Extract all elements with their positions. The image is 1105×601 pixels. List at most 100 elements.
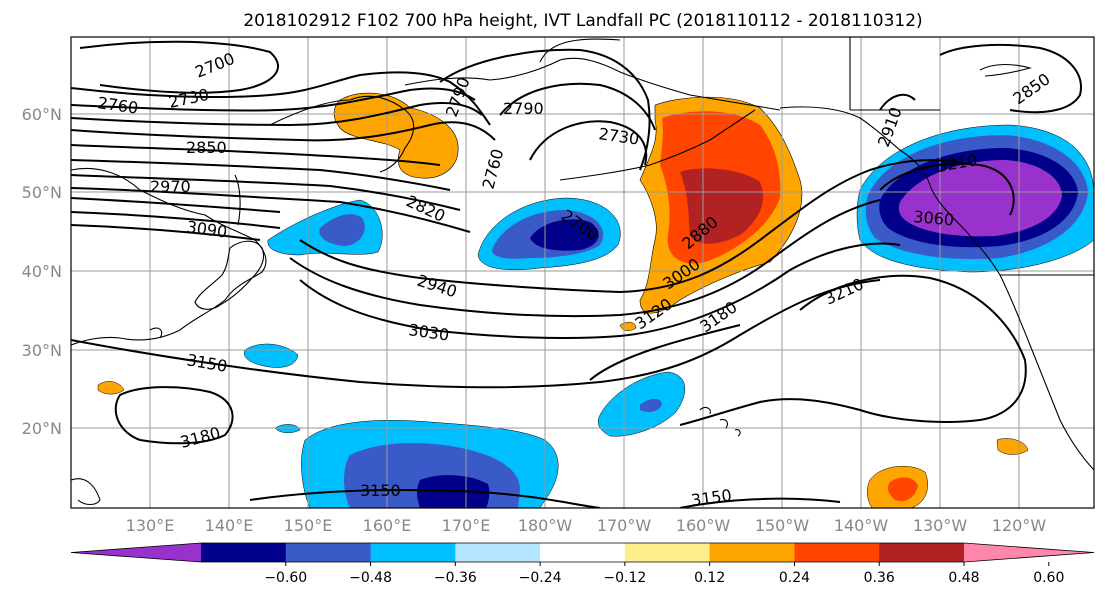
lat-label: 40°N [22,262,62,281]
contour-2820 [71,121,496,142]
anomaly-shading [97,92,1094,508]
lon-label: 130°E [126,516,175,535]
colorbar-swatch [201,543,287,562]
contour-3150-se [679,497,841,508]
contour-2910 [71,174,461,211]
contour-2850-ne [939,43,1082,114]
lat-labels: 60°N 50°N 40°N 30°N 20°N [22,105,62,438]
lon-label: 150°E [284,516,333,535]
shade-lightblue-small [274,424,301,433]
colorbar-tick-label: −0.48 [349,570,392,586]
colorbar-tick-label: −0.36 [434,570,477,586]
contour-2940-long [299,159,961,294]
height-contours [71,40,1082,508]
coast-na-west [779,106,1094,471]
map-panel: 2700 2730 2760 2850 2970 3090 2790 2790 … [70,36,1095,509]
colorbar-swatch [370,543,456,562]
shade-red-sub [887,477,918,502]
contour-label: 2850 [186,138,227,157]
coast-bering-north [404,57,781,111]
contour-3030-long [299,242,901,339]
coast-hudson [979,63,1033,77]
lat-label: 50°N [22,183,62,202]
coastlines [71,37,1094,506]
coast-aleutians [559,109,756,181]
contour-3210 [679,274,1027,426]
contour-2760 [71,87,476,112]
contour-2910-ne [879,93,916,111]
lon-label: 140°W [834,516,889,535]
colorbar-swatch [285,543,372,562]
colorbar-swatch [879,543,965,562]
shade-blue-japan [319,214,365,246]
lon-label: 140°E [205,516,254,535]
lon-label: 160°W [676,516,731,535]
coast-japan [194,240,265,310]
lat-label: 60°N [22,105,62,124]
border-alaska [849,37,940,111]
contour-label: 2970 [150,177,191,196]
colorbar-extend-high [964,543,1094,562]
lon-label: 160°E [363,516,412,535]
contour-3000-long [289,199,881,318]
contour-3180-east [589,324,741,381]
map-frame [70,36,1095,509]
figure-title: 2018102912 F102 700 hPa height, IVT Land… [243,11,922,31]
contour-2940 [71,187,471,233]
coast-arctic [539,38,621,63]
coast-hawaii [699,406,741,437]
coast-taiwan [149,327,163,339]
map-background [71,37,1094,508]
contour-label: 2790 [503,99,544,118]
gridlines [71,37,1094,508]
colorbar-outline [70,542,1095,563]
colorbar-tick-label: −0.60 [264,570,307,586]
shade-orange-small-e [996,438,1029,455]
colorbar-tick-label: 0.24 [779,570,810,586]
contour-2970 [71,197,281,213]
contour-2880 [71,159,451,191]
contour-3150-long [71,279,881,389]
lon-label: 150°W [755,516,810,535]
colorbar-tick-label: 0.60 [1033,570,1064,586]
colorbar-swatch [624,543,711,562]
lon-label: 130°W [913,516,968,535]
coast-asia-mainland [71,167,267,346]
contour-2760-trough [499,82,656,131]
shade-blue-sub [640,398,662,412]
lon-label: 170°W [597,516,652,535]
contour-label: 3150 [360,481,401,500]
coast-philippines [71,478,101,506]
lon-labels: 130°E 140°E 150°E 160°E 170°E 180°W 170°… [126,516,1047,535]
contour-2790-trough [439,48,651,171]
contour-3060-ne [879,162,1015,216]
colorbar-swatch [455,543,541,562]
colorbar-swatch [540,543,626,562]
colorbar-tick-label: −0.12 [603,570,646,586]
contour-label: 3060 [913,207,955,229]
shade-darkblue-center [530,219,599,251]
contour-label: 3150 [690,485,733,509]
contour-3180-west [114,386,234,445]
contour-2790 [71,102,483,127]
contour-3000 [71,211,281,229]
contour-2700 [79,40,280,94]
contour-3060 [71,224,261,241]
colorbar-tick-label: 0.12 [694,570,725,586]
contour-2730 [71,71,491,126]
colorbar: −0.60 −0.48 −0.36 −0.24 −0.12 0.12 0.24 0.36 0.4… [70,542,1095,586]
contour-2730-trough [529,120,648,166]
colorbar-tick-label: 0.36 [864,570,895,586]
lat-label: 20°N [22,419,62,438]
colorbar-tick-label: −0.24 [519,570,562,586]
colorbar-extend-low [71,543,201,562]
contour-3150-south [249,489,601,508]
lon-label: 170°E [442,516,491,535]
colorbar-swatch [709,543,795,562]
lon-label: 180°W [518,516,573,535]
colorbar-tick-label: 0.48 [948,570,979,586]
lat-label: 30°N [22,341,62,360]
shade-orange-small-w [97,381,125,395]
contour-2850 [71,144,441,166]
